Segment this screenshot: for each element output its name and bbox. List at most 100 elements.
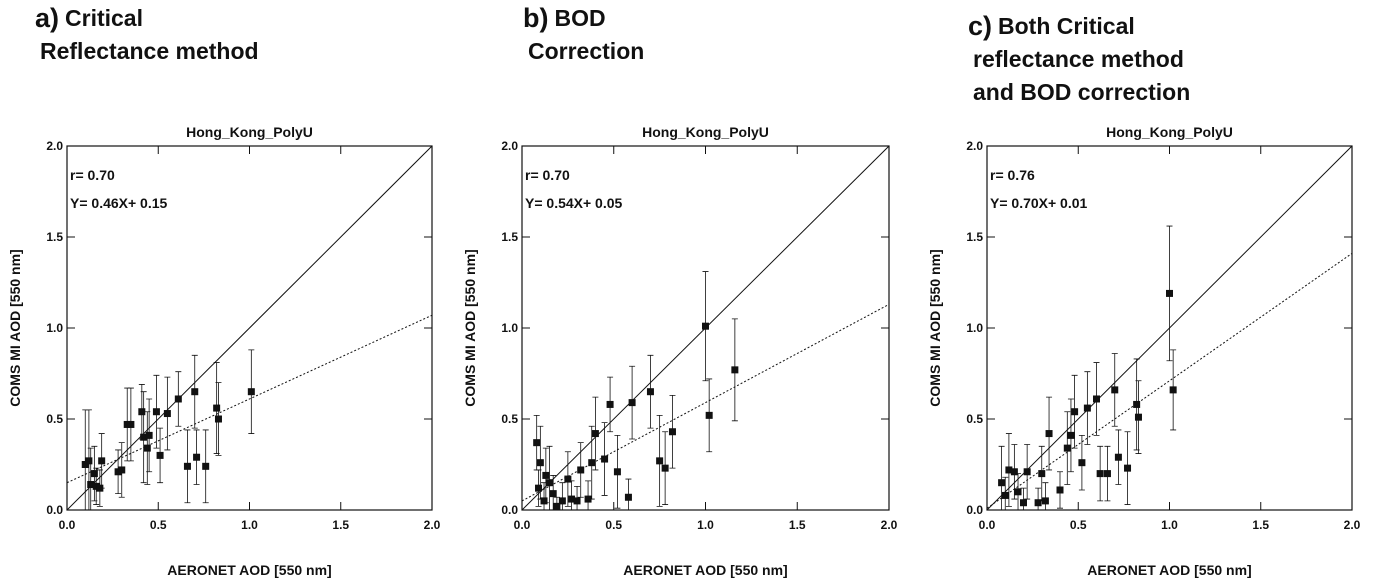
point (656, 457, 664, 465)
plot-area (987, 146, 1352, 510)
fit-line (67, 314, 432, 484)
point (998, 479, 1006, 487)
annotation: r= 0.76 (990, 167, 1035, 183)
y-tick-label: 2.0 (966, 139, 983, 153)
x-axis-label: AERONET AOD [550 nm] (623, 562, 787, 578)
x-tick-label: 1.0 (1161, 518, 1178, 532)
plot-area (67, 146, 432, 510)
panel-label: b) (523, 3, 548, 33)
chart-title: Hong_Kong_PolyU (1106, 124, 1233, 140)
point (1056, 486, 1064, 494)
point (183, 462, 191, 470)
x-tick-label: 0.5 (605, 518, 622, 532)
point (163, 410, 171, 418)
x-tick-label: 1.5 (789, 518, 806, 532)
x-tick-label: 0.0 (979, 518, 996, 532)
panel-label: c) (968, 11, 992, 41)
point (536, 459, 544, 467)
point (81, 461, 89, 468)
x-tick-label: 0.0 (514, 518, 531, 532)
point (601, 455, 609, 463)
point (213, 404, 221, 412)
heading-line: reflectance method (973, 46, 1184, 72)
chart-title: Hong_Kong_PolyU (186, 124, 313, 140)
annotation: Y= 0.54X+ 0.05 (525, 195, 623, 211)
point (114, 468, 122, 476)
y-tick-label: 1.0 (501, 321, 518, 335)
point (90, 470, 98, 478)
point (540, 497, 548, 505)
point (1038, 470, 1046, 478)
point (127, 420, 135, 428)
point (138, 408, 146, 416)
x-axis-label: AERONET AOD [550 nm] (1087, 562, 1251, 578)
point (140, 433, 148, 441)
point (1134, 413, 1142, 421)
point (1014, 488, 1022, 496)
panel-label: a) (35, 3, 59, 33)
point (1103, 470, 1111, 478)
point (1133, 400, 1141, 408)
x-tick-label: 1.5 (332, 518, 349, 532)
point (705, 411, 713, 419)
point (702, 322, 709, 330)
x-tick-label: 1.0 (241, 518, 258, 532)
point (1071, 408, 1079, 416)
point (123, 420, 131, 428)
point (1020, 499, 1027, 507)
point (87, 481, 95, 489)
y-tick-label: 0.5 (966, 412, 983, 426)
point (542, 471, 550, 479)
point (553, 502, 561, 510)
point (1067, 431, 1075, 439)
x-tick-label: 1.0 (697, 518, 714, 532)
annotation: Y= 0.46X+ 0.15 (70, 195, 168, 211)
point (193, 453, 201, 461)
heading-line: BOD (554, 5, 605, 31)
heading-line: and BOD correction (973, 79, 1190, 105)
y-tick-label: 1.5 (501, 230, 518, 244)
annotation: r= 0.70 (525, 167, 570, 183)
point (1169, 386, 1177, 394)
heading-line: Reflectance method (40, 38, 259, 64)
point (546, 479, 554, 487)
point (1083, 404, 1091, 412)
point (85, 457, 93, 465)
y-axis-label: COMS MI AOD [550 nm] (927, 249, 943, 406)
point (1114, 453, 1122, 461)
point (1124, 464, 1132, 472)
point (98, 457, 106, 465)
y-tick-label: 1.0 (46, 321, 63, 335)
x-tick-label: 2.0 (424, 518, 441, 532)
point (661, 464, 669, 472)
y-tick-label: 0.5 (501, 412, 518, 426)
y-tick-label: 1.5 (966, 230, 983, 244)
point (624, 493, 632, 501)
point (1005, 466, 1013, 474)
x-tick-label: 0.5 (150, 518, 167, 532)
point (152, 408, 160, 416)
point (1023, 468, 1031, 476)
heading-line: Critical (65, 5, 143, 31)
y-tick-label: 2.0 (501, 139, 518, 153)
point (588, 459, 596, 467)
point (1045, 430, 1053, 438)
y-tick-label: 0.0 (46, 503, 63, 517)
point (628, 399, 636, 407)
point (533, 439, 541, 447)
point (92, 482, 100, 490)
x-tick-label: 0.5 (1070, 518, 1087, 532)
y-axis-label: COMS MI AOD [550 nm] (7, 249, 23, 406)
point (1166, 289, 1173, 297)
point (668, 428, 676, 436)
x-tick-label: 2.0 (1344, 518, 1361, 532)
point (247, 388, 255, 396)
panel-heading: a) Critical Reflectance method (35, 3, 259, 64)
point (731, 366, 739, 374)
point (1063, 444, 1071, 452)
point (549, 490, 557, 498)
y-tick-label: 0.5 (46, 412, 63, 426)
plot-area (522, 146, 889, 510)
x-tick-label: 1.5 (1252, 518, 1269, 532)
